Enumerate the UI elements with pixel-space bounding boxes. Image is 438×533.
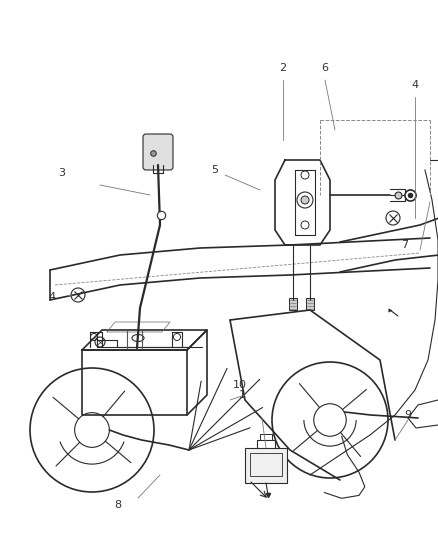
Text: 5: 5 <box>211 165 218 175</box>
Circle shape <box>300 196 308 204</box>
Text: 8: 8 <box>114 500 121 510</box>
Bar <box>244 448 286 483</box>
Text: 1: 1 <box>238 390 245 400</box>
Text: 10: 10 <box>233 380 247 390</box>
Text: 4: 4 <box>410 80 417 90</box>
Text: 7: 7 <box>400 240 408 250</box>
Text: 9: 9 <box>403 410 410 420</box>
Text: 6: 6 <box>321 63 328 73</box>
Text: 3: 3 <box>58 168 65 178</box>
Text: 2: 2 <box>279 63 286 73</box>
FancyBboxPatch shape <box>143 134 173 170</box>
Bar <box>305 298 313 310</box>
Bar <box>288 298 297 310</box>
Bar <box>249 453 281 476</box>
Text: 4: 4 <box>48 292 56 302</box>
